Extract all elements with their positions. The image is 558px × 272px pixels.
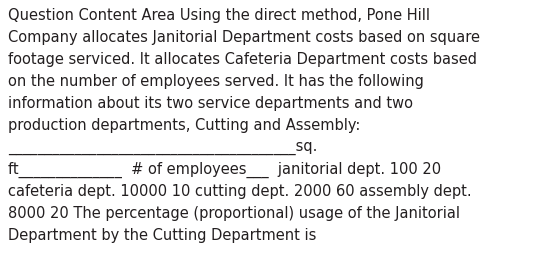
- Text: ft______________  # of employees___  janitorial dept. 100 20: ft______________ # of employees___ janit…: [8, 162, 441, 178]
- Text: Department by the Cutting Department is: Department by the Cutting Department is: [8, 228, 316, 243]
- Text: information about its two service departments and two: information about its two service depart…: [8, 96, 413, 111]
- Text: 8000 20 The percentage (proportional) usage of the Janitorial: 8000 20 The percentage (proportional) us…: [8, 206, 460, 221]
- Text: on the number of employees served. It has the following: on the number of employees served. It ha…: [8, 74, 424, 89]
- Text: Question Content Area Using the direct method, Pone Hill: Question Content Area Using the direct m…: [8, 8, 430, 23]
- Text: production departments, Cutting and Assembly:: production departments, Cutting and Asse…: [8, 118, 360, 133]
- Text: cafeteria dept. 10000 10 cutting dept. 2000 60 assembly dept.: cafeteria dept. 10000 10 cutting dept. 2…: [8, 184, 472, 199]
- Text: Company allocates Janitorial Department costs based on square: Company allocates Janitorial Department …: [8, 30, 480, 45]
- Text: _______________________________________sq.: _______________________________________s…: [8, 140, 318, 155]
- Text: footage serviced. It allocates Cafeteria Department costs based: footage serviced. It allocates Cafeteria…: [8, 52, 477, 67]
